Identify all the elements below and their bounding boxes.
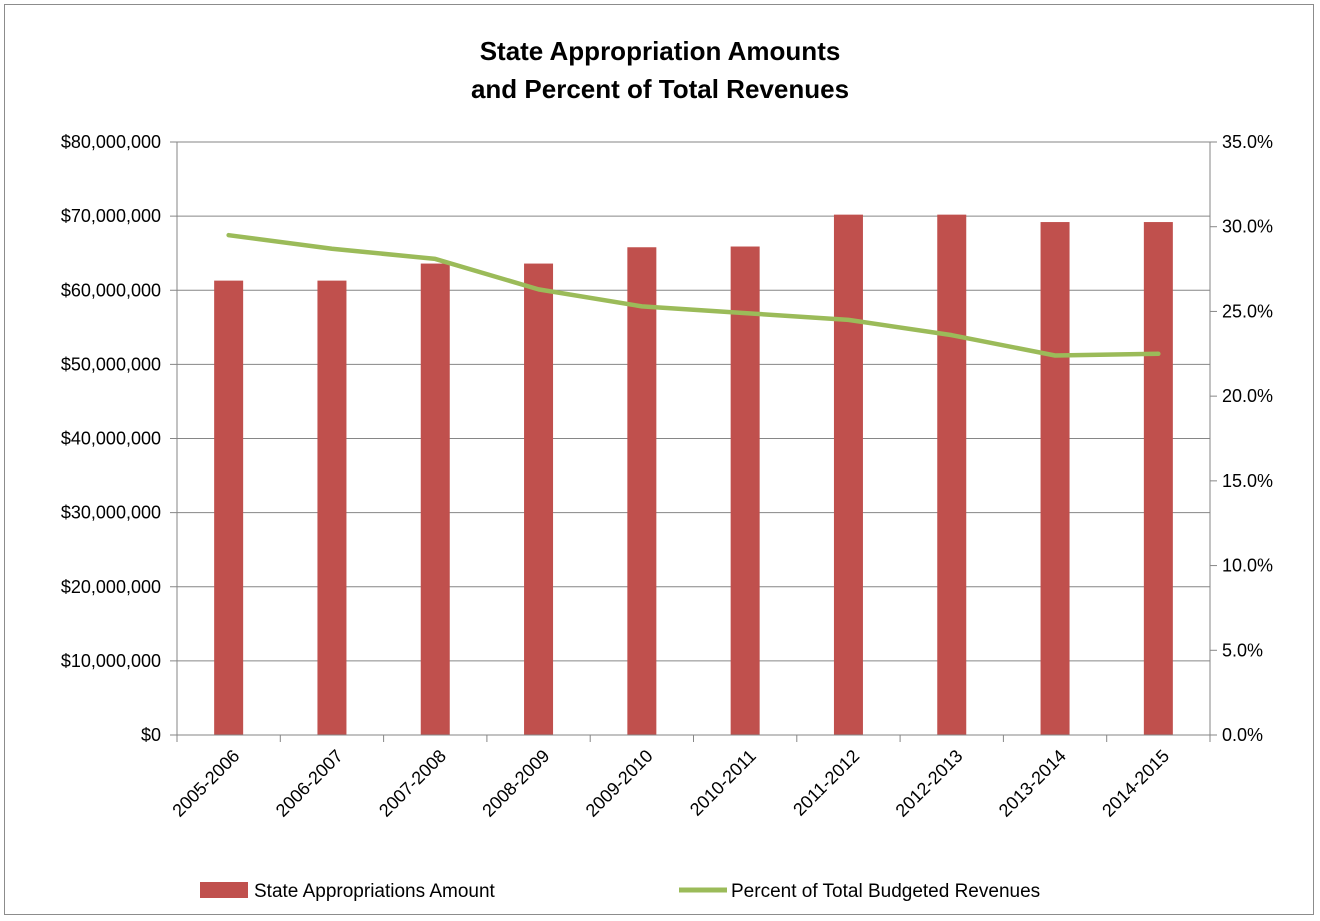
legend-label-line: Percent of Total Budgeted Revenues	[731, 881, 1040, 902]
legend: State Appropriations Amount Percent of T…	[200, 881, 1040, 902]
left-axis-tick-label: $40,000,000	[61, 429, 161, 449]
right-axis-tick-label: 15.0%	[1222, 471, 1273, 491]
x-axis-tick-label: 2011-2012	[789, 746, 863, 820]
chart-frame: State Appropriation Amounts and Percent …	[4, 4, 1314, 915]
chart-title-line-2: and Percent of Total Revenues	[471, 74, 849, 104]
x-axis-tick-labels: 2005-2006 2006-2007 2007-2008 2008-2009 2009…	[168, 746, 1173, 821]
x-axis-tick-label: 2014-2015	[1098, 746, 1173, 821]
left-axis-tick-label: $20,000,000	[61, 577, 161, 597]
bar-series	[214, 214, 1173, 736]
right-axis-tick-label: 0.0%	[1222, 725, 1263, 745]
right-axis-tick-label: 25.0%	[1222, 301, 1273, 321]
bar	[1040, 222, 1070, 735]
left-axis-tick-label: $50,000,000	[61, 354, 161, 374]
left-axis-tick-label: $70,000,000	[61, 206, 161, 226]
chart-title: State Appropriation Amounts and Percent …	[471, 36, 849, 104]
x-axis-tick-label: 2007-2008	[375, 746, 450, 821]
percent-line	[226, 232, 1161, 358]
legend-label-bar: State Appropriations Amount	[254, 881, 496, 902]
bar	[524, 263, 554, 735]
bar	[420, 263, 450, 735]
x-axis-tick-label: 2009-2010	[582, 746, 657, 821]
right-axis-tick-label: 10.0%	[1222, 556, 1273, 576]
x-axis-tick-label: 2005-2006	[168, 746, 243, 821]
left-axis-tick-label: $80,000,000	[61, 132, 161, 152]
x-axis-tick-label: 2013-2014	[995, 746, 1070, 821]
right-axis-tick-labels: 0.0% 5.0% 10.0% 15.0% 20.0% 25.0% 30.0% 35.0%	[1222, 132, 1273, 745]
right-axis-tick-label: 5.0%	[1222, 640, 1263, 660]
bar	[730, 246, 760, 736]
left-axis-tick-label: $10,000,000	[61, 651, 161, 671]
gridlines	[177, 141, 1210, 662]
x-axis-tick-label: 2012-2013	[892, 746, 967, 821]
x-axis-tick-label: 2010-2011	[686, 746, 760, 820]
line-series	[226, 232, 1161, 358]
chart-svg: State Appropriation Amounts and Percent …	[61, 36, 1273, 902]
x-axis-tick-label: 2006-2007	[272, 746, 347, 821]
legend-swatch-bar	[200, 882, 248, 898]
left-axis-tick-label: $0	[141, 725, 161, 745]
chart-title-line-1: State Appropriation Amounts	[480, 36, 841, 66]
bar	[627, 247, 657, 735]
bar	[833, 214, 863, 735]
right-axis-tick-label: 35.0%	[1222, 132, 1273, 152]
bar	[317, 280, 347, 735]
right-axis-tick-label: 30.0%	[1222, 217, 1273, 237]
left-axis-tick-label: $30,000,000	[61, 503, 161, 523]
axes	[170, 141, 1217, 742]
left-axis-tick-labels: $0 $10,000,000 $20,000,000 $30,000,000 $40,0…	[61, 132, 161, 745]
right-axis-tick-label: 20.0%	[1222, 386, 1273, 406]
left-axis-tick-label: $60,000,000	[61, 280, 161, 300]
bar	[214, 280, 244, 735]
x-axis-tick-label: 2008-2009	[478, 746, 553, 821]
bar	[937, 214, 967, 735]
bar	[1143, 222, 1173, 735]
